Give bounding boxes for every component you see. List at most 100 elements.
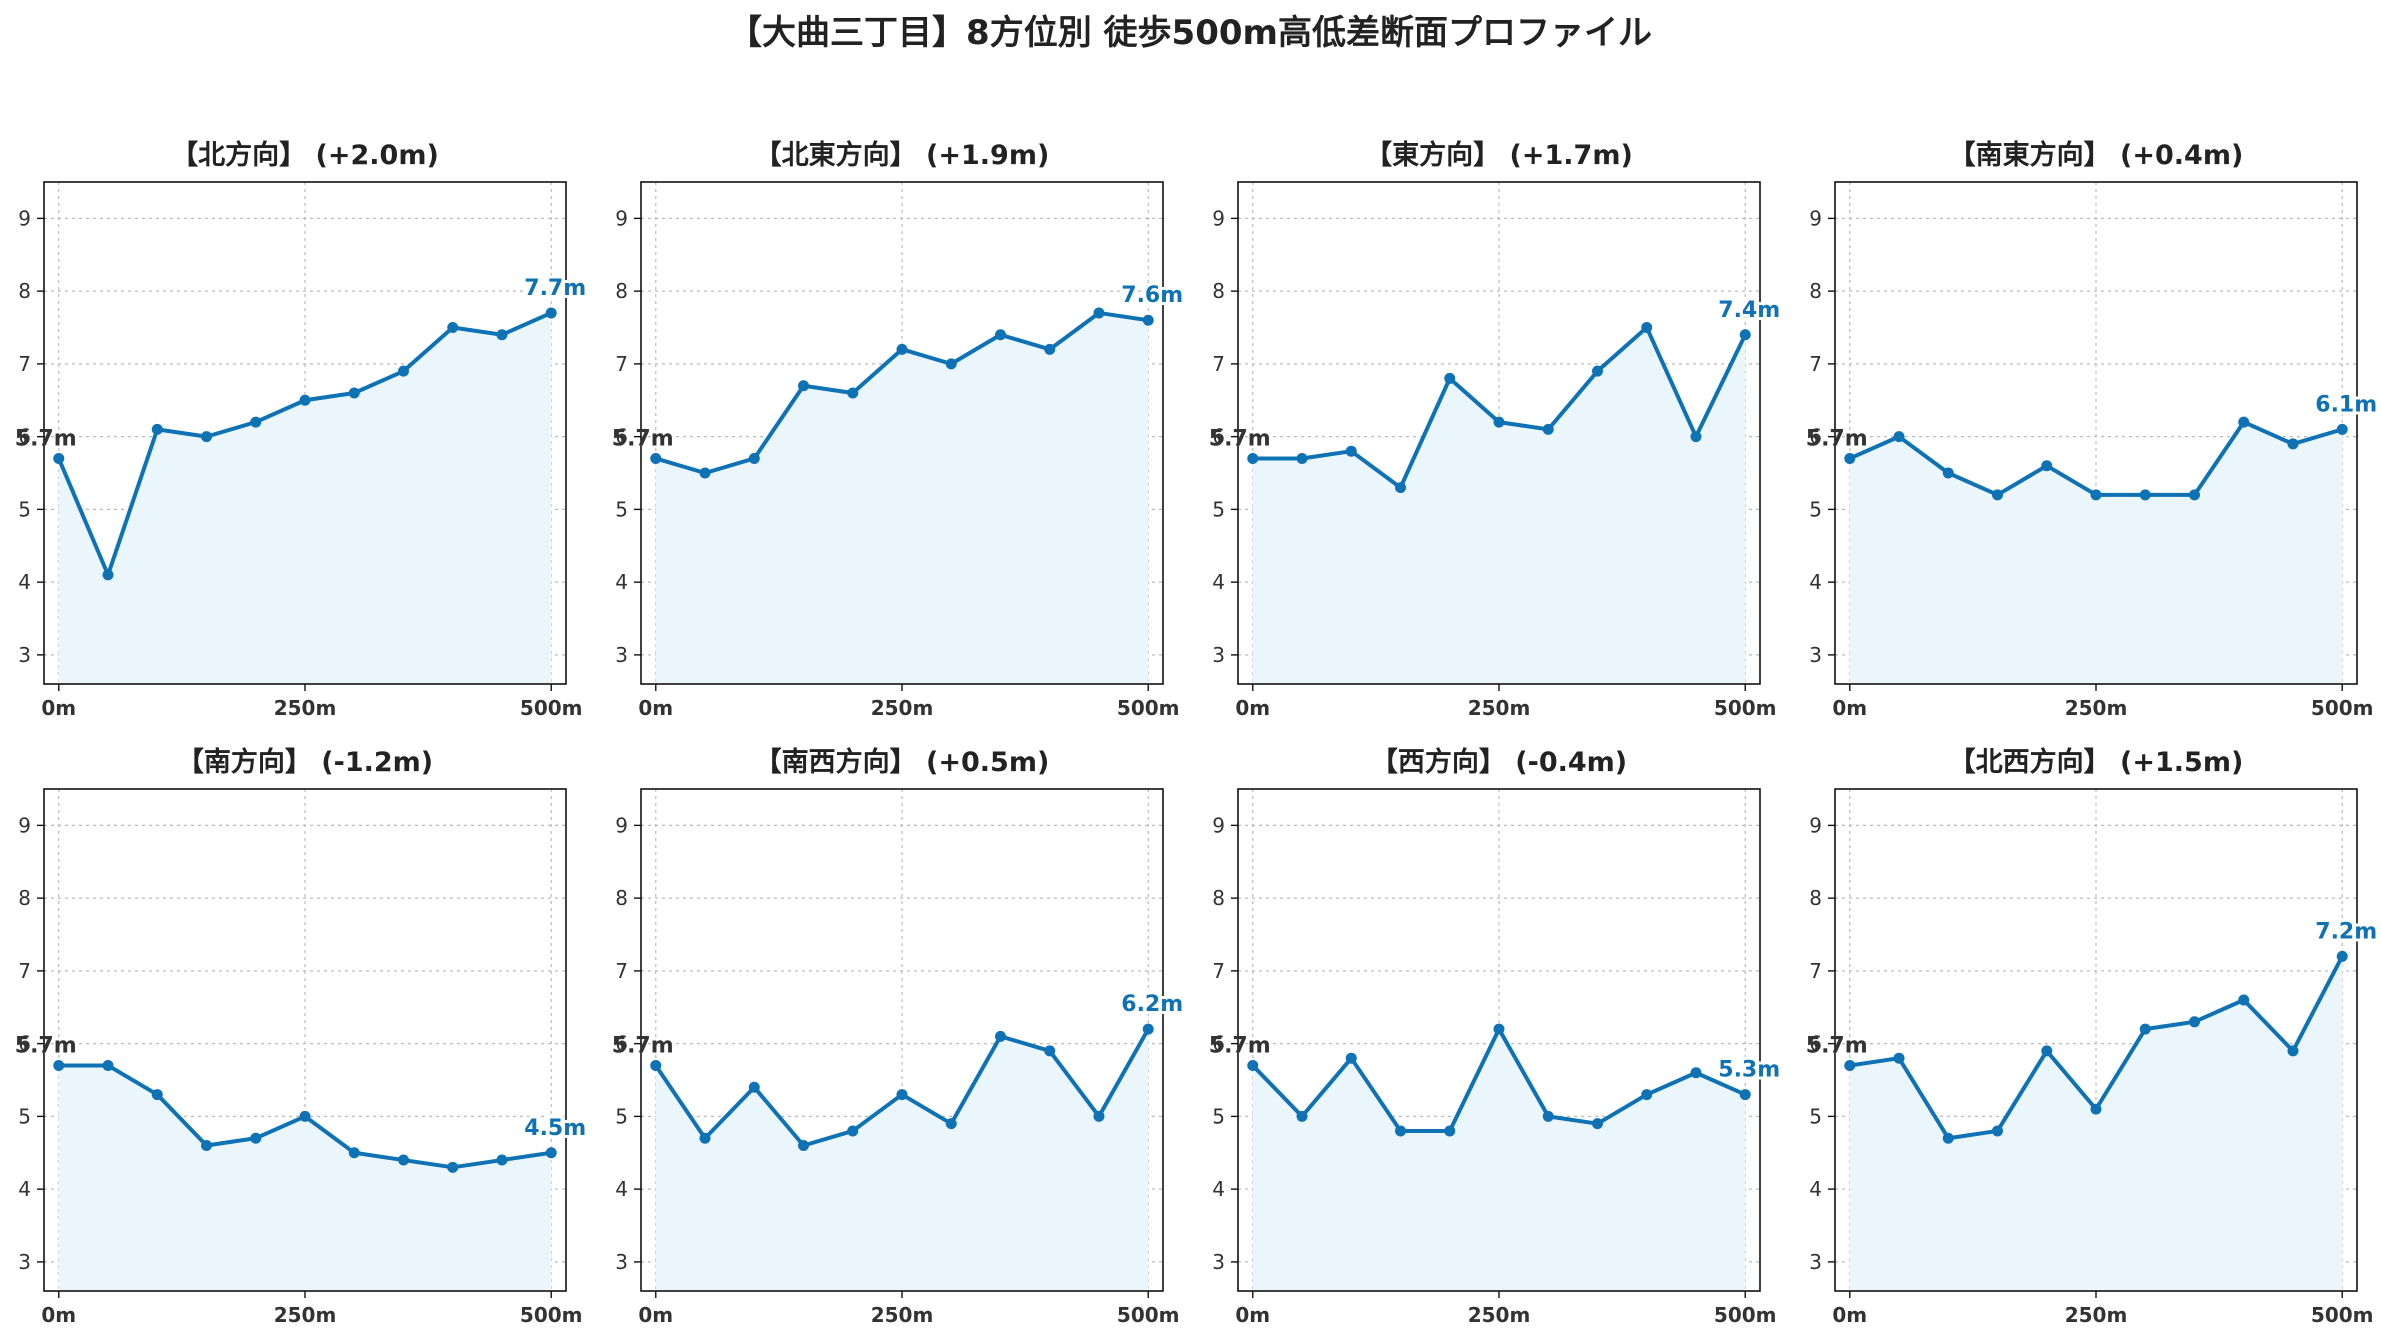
end-elevation-label: 7.4m xyxy=(1718,298,1780,323)
data-point xyxy=(896,343,908,355)
y-tick-label: 6 xyxy=(1809,425,1822,449)
data-point xyxy=(1247,1059,1259,1071)
data-point xyxy=(1044,343,1056,355)
y-tick-label: 8 xyxy=(1212,279,1225,303)
data-point xyxy=(102,1059,114,1071)
y-tick-label: 4 xyxy=(1212,1177,1225,1201)
y-tick-label: 9 xyxy=(18,206,31,230)
data-point xyxy=(545,307,557,319)
data-point xyxy=(1093,1110,1105,1122)
profile-area xyxy=(655,312,1149,684)
profile-panel: 【東方向】 (+1.7m) 3 4 5 6 7 8 9 0m 250m 500m 5.7m 7.4m xyxy=(1209,139,1783,720)
start-elevation-label: 5.7m xyxy=(15,1033,77,1058)
panel-title: 【南方向】 (-1.2m) xyxy=(177,746,433,778)
y-tick-label: 7 xyxy=(615,959,628,983)
y-tick-label: 6 xyxy=(18,1032,31,1056)
data-point xyxy=(348,1147,360,1159)
data-point xyxy=(299,1110,311,1122)
data-point xyxy=(1395,1125,1407,1137)
x-tick-label: 250m xyxy=(871,1303,934,1327)
y-tick-label: 3 xyxy=(1212,643,1225,667)
profile-panel: 【南西方向】 (+0.5m) 3 4 5 6 7 8 9 0m 250m 500m 5.7m 6.2m xyxy=(612,746,1186,1327)
data-point xyxy=(2238,416,2250,428)
data-point xyxy=(201,431,213,443)
x-tick-label: 500m xyxy=(2311,1303,2374,1327)
data-point xyxy=(1044,1045,1056,1057)
y-tick-label: 3 xyxy=(1809,1250,1822,1274)
data-point xyxy=(1493,1023,1505,1035)
data-point xyxy=(1992,1125,2004,1137)
data-point xyxy=(2041,1045,2053,1057)
profile-panel: 【南東方向】 (+0.4m) 3 4 5 6 7 8 9 0m 250m 500m 5.7m 6.1m xyxy=(1806,139,2380,720)
data-point xyxy=(2188,489,2200,501)
data-point xyxy=(1690,431,1702,443)
panel-title: 【東方向】 (+1.7m) xyxy=(1365,139,1633,171)
x-tick-label: 250m xyxy=(274,696,337,720)
x-tick-label: 250m xyxy=(1468,1303,1531,1327)
data-point xyxy=(798,1139,810,1151)
data-point xyxy=(1739,329,1751,341)
data-point xyxy=(1296,1110,1308,1122)
figure-title: 【大曲三丁目】8方位別 徒歩500m高低差断面プロファイル xyxy=(728,13,1652,53)
start-elevation-label: 5.7m xyxy=(1806,426,1868,451)
data-point xyxy=(397,1154,409,1166)
y-tick-label: 9 xyxy=(18,813,31,837)
panel-title: 【南東方向】 (+0.4m) xyxy=(1949,139,2244,171)
y-tick-label: 9 xyxy=(615,206,628,230)
end-elevation-label: 7.2m xyxy=(2315,919,2377,944)
y-tick-label: 9 xyxy=(1809,206,1822,230)
y-tick-label: 3 xyxy=(1212,1250,1225,1274)
panel-title: 【北東方向】 (+1.9m) xyxy=(755,139,1050,171)
end-elevation-label: 4.5m xyxy=(524,1116,586,1141)
y-tick-label: 5 xyxy=(18,1104,31,1128)
x-tick-label: 250m xyxy=(871,696,934,720)
data-point xyxy=(201,1139,213,1151)
x-tick-label: 500m xyxy=(520,696,583,720)
data-point xyxy=(650,452,662,464)
start-elevation-label: 5.7m xyxy=(1209,1033,1271,1058)
y-tick-label: 7 xyxy=(615,352,628,376)
data-point xyxy=(847,387,859,399)
data-point xyxy=(1690,1067,1702,1079)
data-point xyxy=(2287,438,2299,450)
start-elevation-label: 5.7m xyxy=(15,426,77,451)
y-tick-label: 7 xyxy=(1212,352,1225,376)
data-point xyxy=(1093,307,1105,319)
y-tick-label: 4 xyxy=(1809,1177,1822,1201)
data-point xyxy=(748,1081,760,1093)
y-tick-label: 5 xyxy=(1212,1104,1225,1128)
y-tick-label: 8 xyxy=(1809,279,1822,303)
y-tick-label: 5 xyxy=(1809,497,1822,521)
data-point xyxy=(2090,1103,2102,1115)
data-point xyxy=(1992,489,2004,501)
end-elevation-label: 6.2m xyxy=(1121,992,1183,1017)
data-point xyxy=(250,1132,262,1144)
data-point xyxy=(1844,452,1856,464)
data-point xyxy=(2041,460,2053,472)
data-point xyxy=(151,1089,163,1101)
y-tick-label: 3 xyxy=(615,643,628,667)
data-point xyxy=(1942,467,1954,479)
data-point xyxy=(945,358,957,370)
profile-panel: 【北方向】 (+2.0m) 3 4 5 6 7 8 9 0m 250m 500m 5.7m 7.7m xyxy=(15,139,589,720)
start-elevation-label: 5.7m xyxy=(612,426,674,451)
y-tick-label: 5 xyxy=(615,1104,628,1128)
y-tick-label: 4 xyxy=(615,1177,628,1201)
profile-panel: 【西方向】 (-0.4m) 3 4 5 6 7 8 9 0m 250m 500m 5.7m 5.3m xyxy=(1209,746,1783,1327)
y-tick-label: 8 xyxy=(1212,886,1225,910)
x-tick-label: 500m xyxy=(1714,1303,1777,1327)
y-tick-label: 6 xyxy=(18,425,31,449)
y-tick-label: 4 xyxy=(615,570,628,594)
data-point xyxy=(2336,423,2348,435)
profile-area xyxy=(1252,1029,1746,1291)
data-point xyxy=(1444,372,1456,384)
x-tick-label: 0m xyxy=(1235,696,1270,720)
y-tick-label: 6 xyxy=(1212,1032,1225,1056)
start-elevation-label: 5.7m xyxy=(1209,426,1271,451)
data-point xyxy=(2238,994,2250,1006)
y-tick-label: 7 xyxy=(18,959,31,983)
data-point xyxy=(447,322,459,334)
y-tick-label: 5 xyxy=(1212,497,1225,521)
y-tick-label: 7 xyxy=(1809,352,1822,376)
x-tick-label: 500m xyxy=(1117,696,1180,720)
